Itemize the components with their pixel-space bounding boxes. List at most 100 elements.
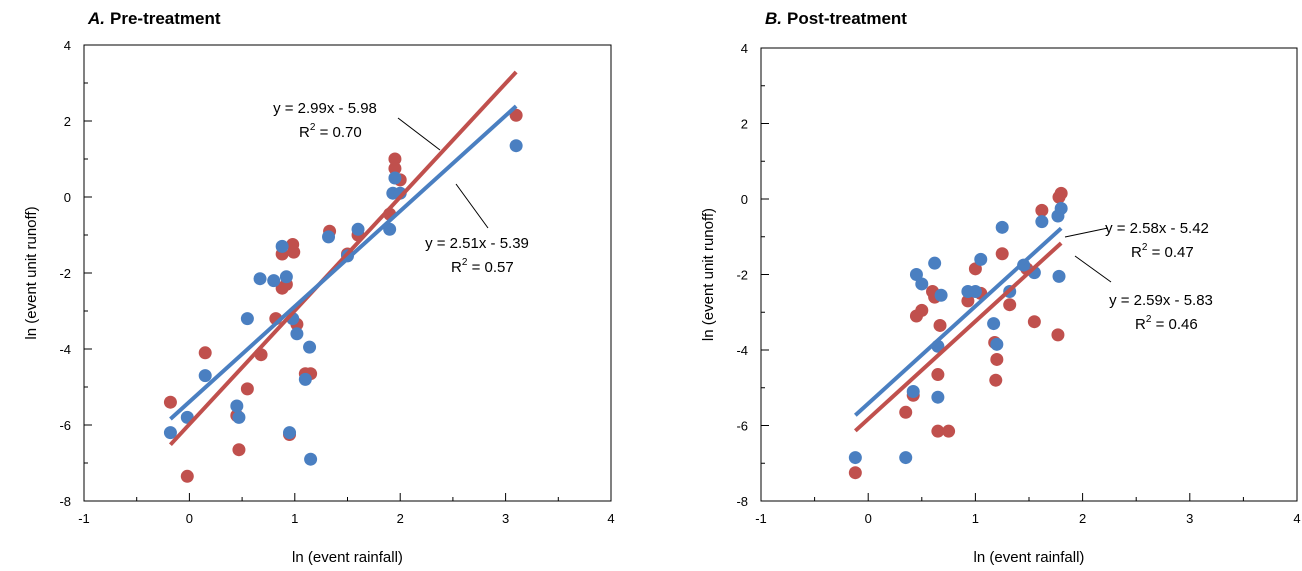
blue-data-point (1035, 215, 1049, 229)
red-data-point (990, 352, 1004, 366)
x-tick-label: 2 (397, 511, 404, 526)
y-tick-label: 0 (741, 192, 748, 207)
red-data-point (931, 368, 945, 382)
blue-data-point (974, 252, 988, 266)
panel-letter: B. (765, 9, 782, 28)
blue-data-point (351, 222, 365, 236)
red-data-point (1035, 203, 1049, 217)
r-squared-symbol: R (1131, 244, 1142, 261)
r-squared-number: 0.57 (485, 259, 514, 276)
red-data-point (942, 424, 956, 438)
r-squared-equals: = (467, 259, 484, 276)
trend-equation: y = 2.51x - 5.39 (425, 235, 529, 252)
blue-data-point (283, 426, 297, 440)
x-tick-label: 3 (502, 511, 509, 526)
blue-data-point (928, 256, 942, 270)
red-data-point (933, 318, 947, 332)
equation-leader-line (455, 183, 489, 229)
panel-a: A. Pre-treatment -1 0 1 2 3 4 -8 -6 -4 -2 0 2 4 ln (eve… (23, 9, 615, 566)
x-tick-label: 3 (1186, 511, 1193, 526)
trend-equation: y = 2.59x - 5.83 (1109, 292, 1213, 309)
blue-data-point (304, 452, 318, 466)
red-data-point (509, 108, 523, 122)
red-data-point (388, 162, 402, 175)
r-squared-value: R2 = 0.70 (299, 122, 362, 141)
panel-title: Post-treatment (787, 9, 907, 28)
panel-b: B. Post-treatment -1 0 1 2 3 4 -8 -6 -4 -2 0 2 4 ln (ev… (700, 9, 1301, 566)
red-data-point (240, 382, 254, 396)
r-squared-exponent: 2 (310, 122, 316, 133)
red-data-point (1054, 186, 1068, 200)
red-data-point (180, 469, 194, 483)
y-tick-label: 2 (64, 114, 71, 129)
y-tick-label: -6 (736, 419, 748, 434)
y-tick-label: -2 (736, 268, 748, 283)
red-data-point (989, 373, 1003, 387)
x-tick-label: 0 (865, 511, 872, 526)
y-tick-label: -2 (59, 266, 71, 281)
red-data-point (961, 294, 975, 308)
blue-data-point (267, 274, 281, 288)
red-data-point (388, 152, 402, 166)
y-tick-label: -4 (59, 342, 71, 357)
blue-data-point (931, 390, 945, 404)
y-tick-label: -6 (59, 418, 71, 433)
blue-data-point (899, 451, 913, 465)
blue-data-point (388, 171, 402, 185)
r-squared-exponent: 2 (1142, 242, 1148, 253)
blue-data-point (393, 186, 407, 200)
y-tick-label: 4 (64, 38, 71, 53)
trend-equation: y = 2.99x - 5.98 (273, 100, 377, 117)
blue-data-point (322, 230, 336, 244)
y-tick-label: -4 (736, 343, 748, 358)
blue-data-point (968, 284, 982, 298)
red-data-point (915, 303, 929, 317)
blue-data-point (232, 410, 246, 424)
trend-equation: y = 2.58x - 5.42 (1105, 220, 1209, 237)
blue-trend-line (169, 104, 518, 421)
r-squared-symbol: R (1135, 316, 1146, 333)
r-squared-number: 0.70 (333, 124, 362, 141)
y-tick-label: 2 (741, 117, 748, 132)
y-tick-label: 4 (741, 41, 748, 56)
chart-title: B. Post-treatment (765, 9, 907, 28)
blue-data-point (279, 270, 293, 284)
blue-data-point (253, 272, 267, 286)
r-squared-equals: = (315, 124, 332, 141)
blue-data-point (915, 277, 929, 291)
blue-data-point (1052, 269, 1066, 283)
red-data-point (1027, 315, 1041, 329)
y-axis-label: ln (event unit runoff) (23, 206, 40, 339)
x-tick-label: 2 (1079, 511, 1086, 526)
r-squared-exponent: 2 (1146, 314, 1152, 325)
blue-data-point (230, 399, 244, 413)
blue-data-point (198, 369, 212, 383)
r-squared-symbol: R (299, 124, 310, 141)
r-squared-value: R2 = 0.47 (1131, 242, 1194, 261)
red-data-point (848, 466, 862, 480)
red-data-point (1003, 298, 1017, 312)
blue-data-point (509, 139, 523, 153)
blue-data-point (275, 239, 289, 253)
blue-data-point (848, 451, 862, 465)
red-data-point (232, 443, 246, 457)
red-data-point (995, 247, 1009, 261)
red-data-point (287, 245, 301, 259)
blue-data-point (298, 372, 312, 386)
red-data-point (931, 424, 945, 438)
r-squared-number: 0.46 (1169, 316, 1198, 333)
y-tick-label: 0 (64, 190, 71, 205)
blue-data-point (1054, 201, 1068, 215)
r-squared-number: 0.47 (1165, 244, 1194, 261)
x-axis-label: ln (event rainfall) (974, 549, 1085, 566)
red-trend-line (853, 241, 1063, 433)
red-data-point (968, 262, 982, 276)
x-tick-label: 1 (972, 511, 979, 526)
blue-data-point (290, 327, 304, 341)
blue-data-point (990, 337, 1004, 351)
y-axis-label: ln (event unit runoff) (700, 208, 717, 341)
red-data-point (899, 405, 913, 419)
r-squared-symbol: R (451, 259, 462, 276)
x-axis-label: ln (event rainfall) (292, 549, 403, 566)
blue-data-point (934, 288, 948, 302)
